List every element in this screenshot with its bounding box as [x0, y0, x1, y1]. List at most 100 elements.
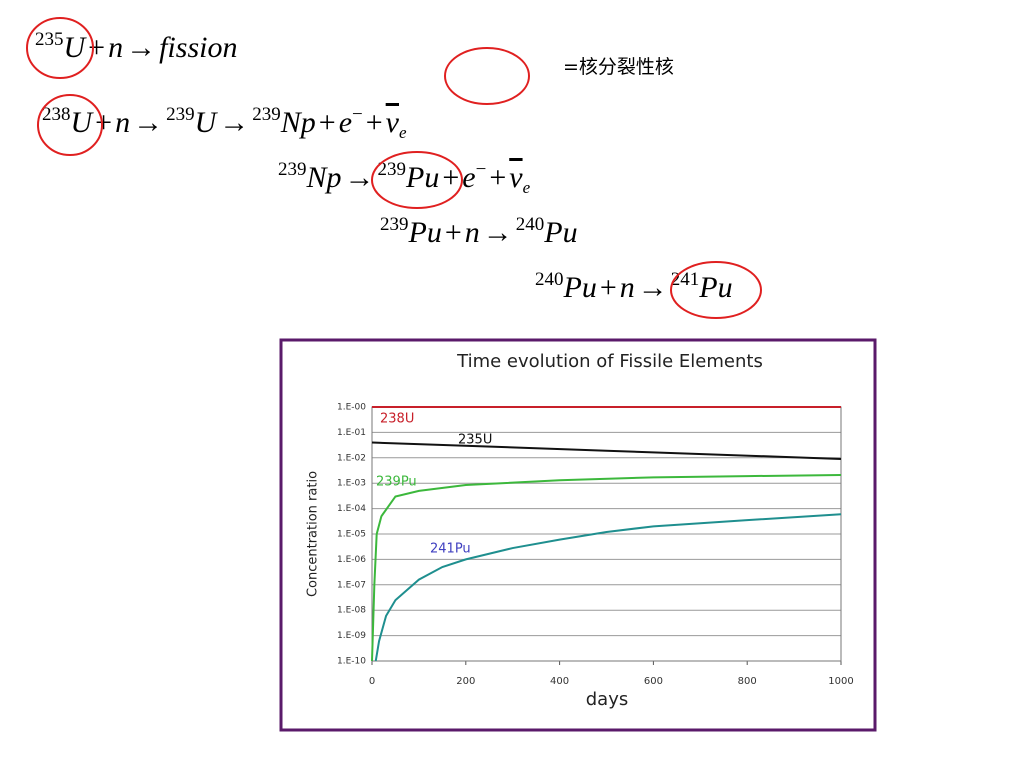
- symbol: Pu: [563, 271, 597, 304]
- y-tick-label: 1.E-04: [337, 504, 366, 514]
- term: fission: [159, 31, 237, 64]
- operator: +: [444, 216, 462, 249]
- symbol: n: [115, 106, 131, 139]
- term: e−: [338, 104, 363, 139]
- operator: →: [219, 106, 250, 139]
- y-tick-label: 1.E-06: [337, 555, 366, 565]
- term: e−: [462, 159, 487, 194]
- series-line: [374, 513, 842, 662]
- symbol: U: [63, 31, 86, 64]
- y-tick-label: 1.E-09: [337, 631, 366, 641]
- term: 239Np: [252, 104, 316, 139]
- operator: +: [599, 271, 617, 304]
- series-label: 241Pu: [430, 542, 471, 557]
- y-tick-label: 1.E-07: [337, 580, 366, 590]
- operator: +: [442, 161, 460, 194]
- term: 239Np: [278, 159, 342, 194]
- series-line: [371, 474, 842, 662]
- term: 239Pu: [380, 214, 442, 249]
- term: 235U: [35, 29, 86, 64]
- y-tick-label: 1.E-01: [337, 428, 366, 438]
- operator: +: [489, 161, 507, 194]
- mass-number: 239: [377, 159, 407, 180]
- term: n: [620, 271, 635, 304]
- operator: +: [365, 106, 383, 139]
- y-tick-label: 1.E-00: [337, 403, 366, 413]
- equation: 238U + n → 239U → 239Np + e− + νe: [42, 105, 407, 141]
- series-line: [371, 441, 842, 460]
- operator: →: [133, 106, 164, 139]
- symbol: Pu: [699, 271, 733, 304]
- symbol: e: [462, 161, 476, 194]
- symbol: e: [338, 106, 353, 139]
- term: νe: [509, 161, 531, 197]
- symbol: Np: [280, 106, 316, 139]
- series-label: 238U: [380, 412, 414, 427]
- mass-number: 239: [252, 104, 281, 125]
- x-tick-label: 600: [644, 676, 663, 687]
- mass-number: 239: [166, 104, 195, 125]
- chart-title: Time evolution of Fissile Elements: [456, 351, 763, 372]
- term: n: [465, 216, 480, 249]
- term: 239Pu: [377, 159, 440, 194]
- symbol: Pu: [406, 161, 440, 194]
- mass-number: 235: [35, 29, 64, 50]
- symbol: Np: [306, 161, 342, 194]
- chart-frame: [279, 338, 877, 732]
- highlight: [371, 151, 463, 209]
- note: =核分裂性核: [563, 56, 674, 78]
- highlight: [26, 17, 94, 79]
- y-axis-label: Concentration ratio: [306, 471, 321, 597]
- series-label: 239Pu: [376, 475, 417, 490]
- operator: +: [318, 106, 336, 139]
- operator: →: [637, 271, 668, 304]
- x-tick-label: 800: [738, 676, 757, 687]
- term: n: [108, 31, 123, 64]
- x-axis-label: days: [586, 689, 629, 710]
- charge: −: [352, 104, 363, 125]
- symbol: Pu: [544, 216, 578, 249]
- term: 238U: [42, 105, 93, 139]
- mass-number: 240: [535, 269, 564, 290]
- y-tick-label: 1.E-08: [337, 606, 366, 616]
- term: n: [115, 106, 130, 139]
- mass-number: 239: [380, 214, 409, 235]
- symbol: ν: [385, 106, 399, 139]
- equation: 239Pu + n → 240Pu: [380, 215, 578, 248]
- operator: →: [482, 216, 513, 249]
- term: νe: [385, 106, 407, 142]
- y-tick-label: 1.E-05: [337, 530, 366, 540]
- y-tick-label: 1.E-02: [337, 453, 366, 463]
- x-tick-label: 1000: [828, 676, 853, 687]
- charge: −: [475, 159, 487, 180]
- term: 240Pu: [515, 214, 578, 249]
- symbol: fission: [159, 31, 238, 64]
- mass-number: 239: [278, 159, 307, 180]
- x-tick-label: 400: [550, 676, 569, 687]
- equation: 239Np → 239Pu + e− + νe: [278, 160, 530, 196]
- term: 239U: [166, 104, 216, 139]
- symbol: U: [70, 106, 93, 139]
- highlight: [37, 94, 103, 156]
- mass-number: 240: [515, 214, 545, 235]
- equation: 235U + n → fission: [35, 30, 237, 63]
- subscript: e: [522, 178, 531, 197]
- symbol: n: [619, 271, 635, 304]
- operator: →: [344, 161, 375, 194]
- y-tick-label: 1.E-03: [337, 479, 366, 489]
- equation: 240Pu + n → 241Pu: [535, 270, 733, 303]
- x-tick-label: 200: [456, 676, 475, 687]
- symbol: n: [108, 31, 124, 64]
- operator: →: [126, 31, 157, 64]
- symbol: n: [464, 216, 480, 249]
- x-tick-label: 0: [369, 676, 375, 687]
- highlight: [670, 261, 762, 319]
- series-label: 235U: [458, 433, 492, 448]
- symbol: Pu: [408, 216, 442, 249]
- subscript: e: [399, 123, 407, 142]
- term: 240Pu: [535, 269, 597, 304]
- y-tick-label: 1.E-10: [337, 657, 366, 667]
- highlight-legend: [444, 47, 530, 105]
